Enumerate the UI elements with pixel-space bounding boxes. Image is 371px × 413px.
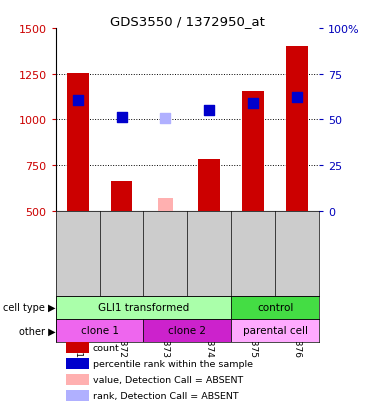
Bar (111, 182, 132, 211)
Point (206, 107, 212, 114)
Point (294, 95, 300, 102)
Bar (231, 296, 319, 319)
Bar (231, 319, 319, 342)
Text: rank, Detection Call = ABSENT: rank, Detection Call = ABSENT (92, 391, 238, 400)
Text: clone 2: clone 2 (168, 325, 206, 335)
Point (162, 116, 168, 122)
Point (75, 97, 81, 104)
Bar (158, 198, 173, 211)
Text: other ▶: other ▶ (19, 325, 56, 335)
Bar (286, 47, 308, 211)
Bar (67, 74, 89, 211)
Bar (66, 374, 89, 385)
Bar (56, 296, 231, 319)
Text: value, Detection Call = ABSENT: value, Detection Call = ABSENT (92, 375, 243, 384)
Bar (198, 160, 220, 211)
Point (250, 100, 256, 107)
Bar (144, 319, 231, 342)
Title: GDS3550 / 1372950_at: GDS3550 / 1372950_at (110, 15, 265, 28)
Text: percentile rank within the sample: percentile rank within the sample (92, 359, 253, 368)
Text: GLI1 transformed: GLI1 transformed (98, 302, 189, 313)
Bar (56, 319, 144, 342)
Text: parental cell: parental cell (243, 325, 308, 335)
Text: count: count (92, 343, 119, 352)
Bar (66, 358, 89, 369)
Point (119, 114, 125, 121)
Text: control: control (257, 302, 293, 313)
Text: clone 1: clone 1 (81, 325, 119, 335)
Text: cell type ▶: cell type ▶ (3, 302, 56, 313)
Bar (66, 390, 89, 401)
Bar (66, 342, 89, 353)
Bar (242, 92, 264, 211)
